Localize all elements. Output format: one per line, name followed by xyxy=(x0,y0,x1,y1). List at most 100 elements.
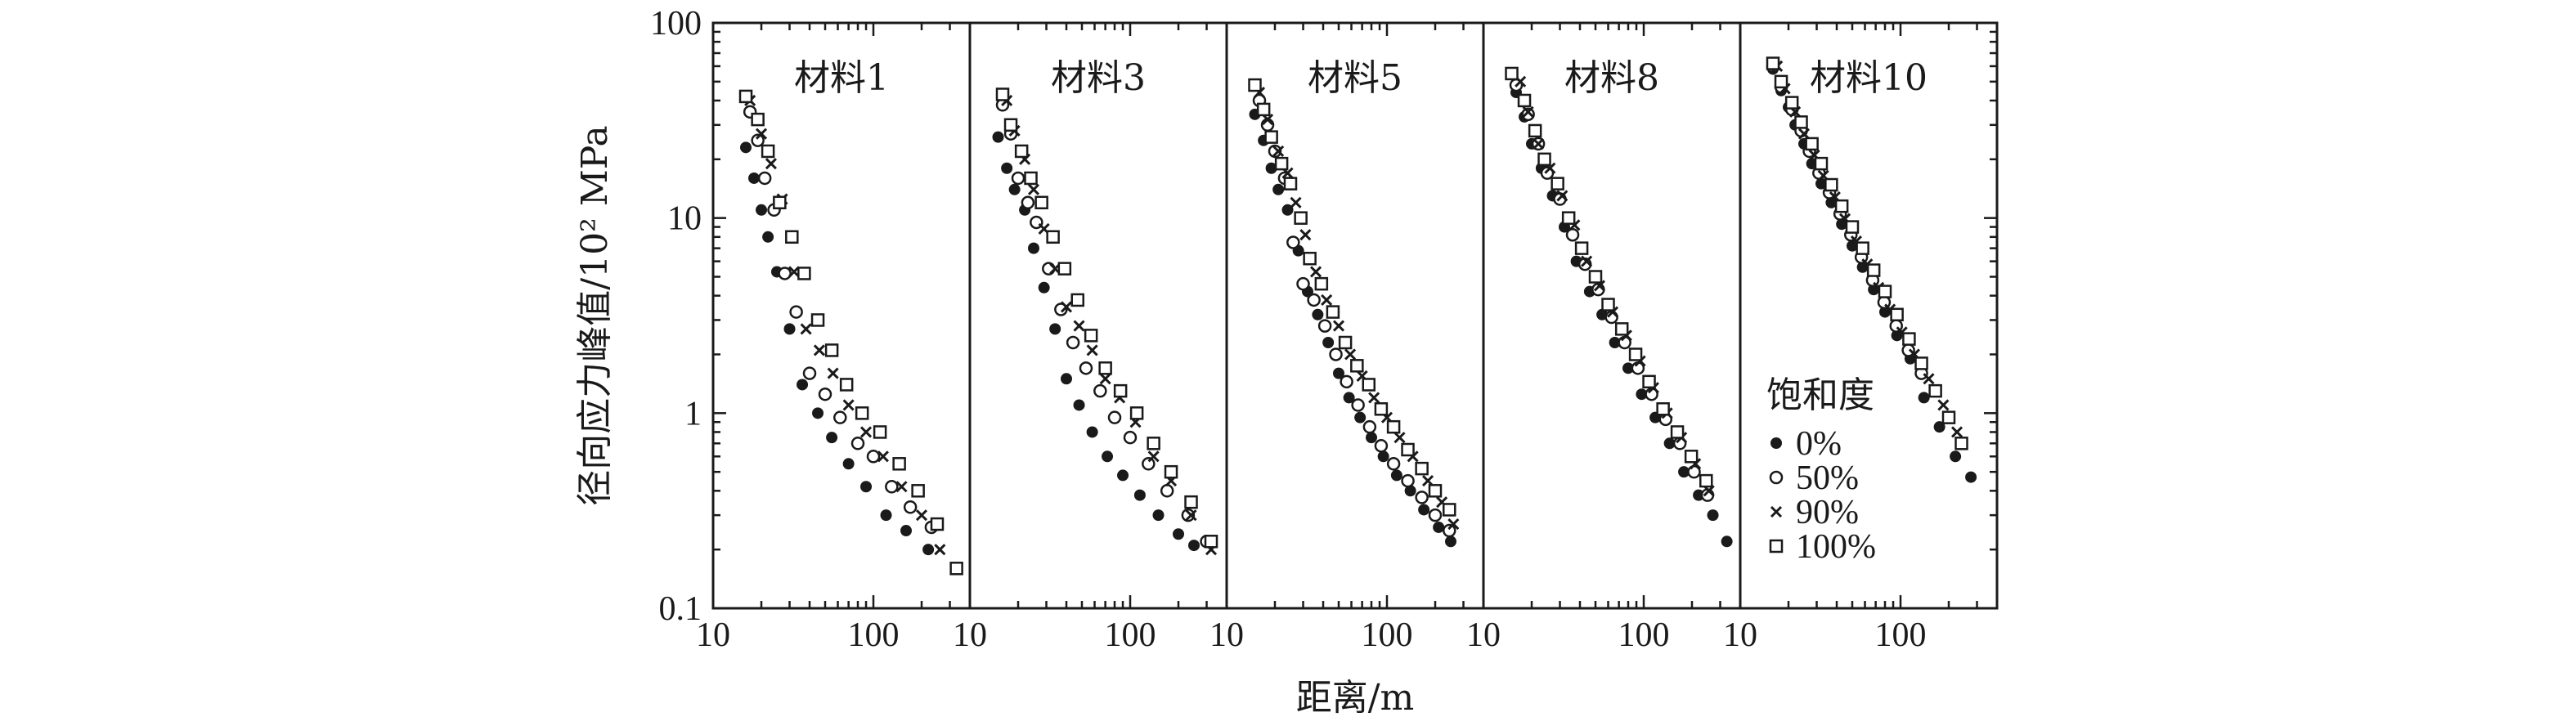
point-open-square xyxy=(911,484,925,498)
point-open-square xyxy=(1283,177,1298,190)
point-open-square xyxy=(785,230,799,244)
point-cross xyxy=(895,481,908,493)
point-open-circle xyxy=(885,480,899,494)
point-filled-circle xyxy=(1707,509,1719,522)
point-filled-circle xyxy=(1825,196,1838,208)
point-open-square xyxy=(1517,93,1532,108)
point-open-square xyxy=(797,267,811,280)
point-open-square xyxy=(1294,211,1308,225)
point-filled-circle xyxy=(922,544,935,556)
x-axis-title: 距离/m xyxy=(1296,677,1415,719)
point-open-circle xyxy=(1142,457,1156,471)
point-open-circle xyxy=(1443,523,1456,538)
point-filled-circle xyxy=(1086,426,1098,438)
legend-title: 饱和度 xyxy=(1766,374,1874,416)
point-filled-circle xyxy=(783,323,796,335)
point-filled-circle xyxy=(1265,162,1277,174)
point-open-circle xyxy=(1160,484,1174,498)
point-open-square xyxy=(1326,305,1340,319)
point-open-square xyxy=(1204,535,1218,549)
point-filled-circle xyxy=(740,141,752,154)
point-open-square xyxy=(1428,484,1443,498)
point-open-circle xyxy=(850,437,865,450)
point-filled-circle xyxy=(1272,183,1285,195)
point-cross xyxy=(1147,450,1160,463)
point-open-square xyxy=(1628,347,1643,361)
point-filled-circle xyxy=(1343,392,1355,404)
point-open-square xyxy=(1034,195,1048,210)
point-filled-circle xyxy=(812,407,824,419)
point-filled-circle xyxy=(880,509,892,522)
point-open-circle xyxy=(1107,410,1122,424)
point-cross xyxy=(1581,255,1593,267)
point-open-circle xyxy=(1374,439,1389,453)
panel-title-4: 材料8 xyxy=(1564,57,1659,99)
point-filled-circle xyxy=(842,458,855,470)
point-open-square xyxy=(1614,322,1629,336)
point-open-square xyxy=(1941,410,1956,424)
point-filled-circle xyxy=(1038,281,1050,294)
point-open-square xyxy=(1338,335,1353,350)
point-open-circle xyxy=(1011,171,1025,186)
legend-label: 100% xyxy=(1796,528,1876,566)
point-open-square xyxy=(1256,102,1271,117)
point-open-circle xyxy=(1307,293,1321,307)
point-filled-circle xyxy=(1001,162,1013,174)
panel-title-1: 材料1 xyxy=(794,57,889,99)
panel-frame-5 xyxy=(1739,21,1999,610)
point-open-circle xyxy=(1351,398,1365,412)
point-cross xyxy=(1937,399,1950,411)
point-open-circle xyxy=(1123,430,1138,445)
point-filled-circle xyxy=(1636,388,1648,401)
point-cross xyxy=(1027,183,1040,195)
point-open-square xyxy=(1866,263,1881,277)
legend-marker-open-circle xyxy=(1769,470,1784,485)
point-open-square xyxy=(1805,137,1819,151)
point-open-square xyxy=(1113,383,1128,398)
x-tick-label: 10 xyxy=(1723,616,1757,654)
point-filled-circle xyxy=(1377,450,1389,463)
point-open-circle xyxy=(1021,195,1035,210)
point-open-square xyxy=(1814,156,1829,171)
point-filled-circle xyxy=(1061,373,1073,385)
point-open-square xyxy=(1774,74,1788,89)
point-open-square xyxy=(1845,220,1860,234)
point-cross xyxy=(1086,344,1098,356)
point-filled-circle xyxy=(860,481,873,493)
point-cross xyxy=(1533,137,1545,150)
legend-label: 0% xyxy=(1796,425,1842,463)
point-open-square xyxy=(1401,442,1415,457)
point-filled-circle xyxy=(1366,432,1378,444)
legend: 饱和度 0%50%90%100% xyxy=(1766,374,1876,566)
point-open-circle xyxy=(757,171,772,186)
point-filled-circle xyxy=(1444,536,1456,548)
point-open-square xyxy=(1574,241,1589,255)
data-points xyxy=(738,56,1977,576)
point-open-circle xyxy=(751,133,765,147)
point-open-circle xyxy=(1286,235,1300,249)
point-open-circle xyxy=(1540,166,1555,180)
y-axis-title: 径向应力峰值/10² MPa xyxy=(574,125,616,505)
point-open-square xyxy=(751,112,765,127)
point-open-square xyxy=(1248,78,1262,92)
point-open-square xyxy=(1314,276,1329,291)
legend-label: 50% xyxy=(1796,459,1859,497)
point-cross xyxy=(1321,294,1333,307)
point-open-square xyxy=(1147,437,1160,450)
point-filled-circle xyxy=(1332,367,1344,379)
point-cross xyxy=(934,544,946,556)
point-cross xyxy=(1950,426,1963,438)
point-cross xyxy=(1332,320,1345,332)
point-filled-circle xyxy=(1965,471,1977,483)
point-open-square xyxy=(949,562,963,576)
point-open-square xyxy=(1684,450,1699,464)
point-open-square xyxy=(1505,66,1519,81)
point-open-circle xyxy=(802,366,817,380)
point-cross xyxy=(1923,373,1935,385)
x-tick-label: 10 xyxy=(1466,616,1501,654)
point-open-circle xyxy=(1317,319,1332,333)
point-open-square xyxy=(1878,285,1892,298)
point-cross xyxy=(1290,196,1302,208)
